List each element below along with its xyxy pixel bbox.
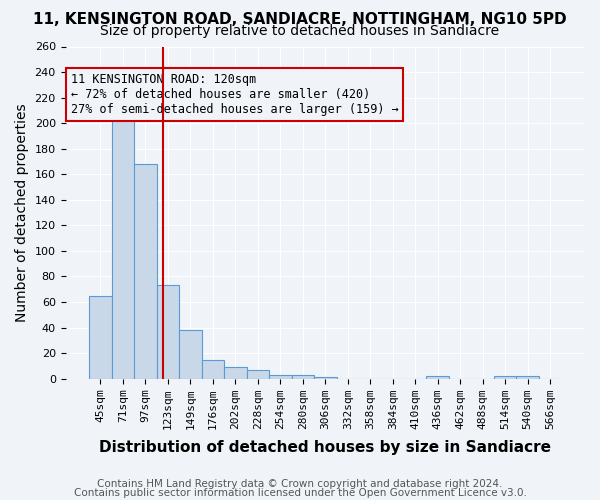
Bar — [247, 370, 269, 378]
Y-axis label: Number of detached properties: Number of detached properties — [15, 104, 29, 322]
Bar — [224, 367, 247, 378]
X-axis label: Distribution of detached houses by size in Sandiacre: Distribution of detached houses by size … — [99, 440, 551, 455]
Bar — [269, 375, 292, 378]
Bar — [157, 286, 179, 378]
Text: Contains public sector information licensed under the Open Government Licence v3: Contains public sector information licen… — [74, 488, 526, 498]
Text: 11, KENSINGTON ROAD, SANDIACRE, NOTTINGHAM, NG10 5PD: 11, KENSINGTON ROAD, SANDIACRE, NOTTINGH… — [33, 12, 567, 28]
Bar — [89, 296, 112, 378]
Bar — [134, 164, 157, 378]
Bar — [292, 375, 314, 378]
Bar — [427, 376, 449, 378]
Text: 11 KENSINGTON ROAD: 120sqm
← 72% of detached houses are smaller (420)
27% of sem: 11 KENSINGTON ROAD: 120sqm ← 72% of deta… — [71, 73, 398, 116]
Text: Size of property relative to detached houses in Sandiacre: Size of property relative to detached ho… — [100, 24, 500, 38]
Bar — [112, 117, 134, 378]
Bar — [202, 360, 224, 378]
Bar — [494, 376, 517, 378]
Text: Contains HM Land Registry data © Crown copyright and database right 2024.: Contains HM Land Registry data © Crown c… — [97, 479, 503, 489]
Bar — [179, 330, 202, 378]
Bar — [517, 376, 539, 378]
